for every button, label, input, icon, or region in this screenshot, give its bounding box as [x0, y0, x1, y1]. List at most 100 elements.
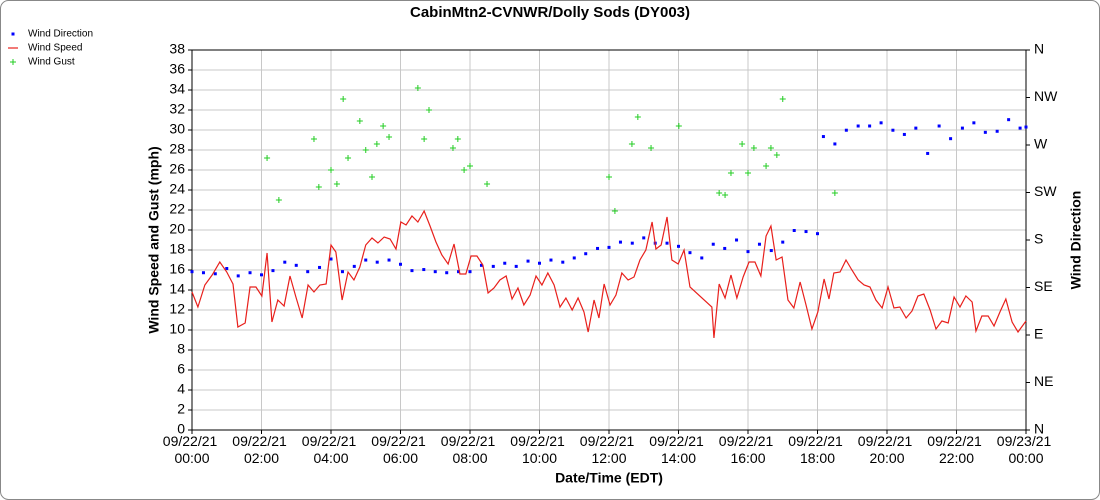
direction-point — [468, 270, 472, 274]
direction-point — [781, 240, 785, 244]
x-tick-label: 09/22/21 12:00 — [580, 433, 638, 466]
gust-point — [369, 174, 376, 180]
direction-point — [618, 240, 622, 244]
y-tick-label: 18 — [169, 241, 185, 257]
direction-point — [914, 126, 918, 130]
direction-point — [201, 271, 205, 275]
direction-point — [995, 129, 999, 133]
gust-point — [779, 96, 786, 102]
gust-point — [315, 184, 322, 190]
gust-point — [275, 197, 282, 203]
direction-point — [844, 128, 848, 132]
x-tick-label: 09/22/21 10:00 — [510, 433, 568, 466]
direction-point — [433, 270, 437, 274]
direction-point — [514, 264, 518, 268]
y-tick-label: 36 — [169, 61, 185, 77]
gust-point — [356, 118, 363, 124]
direction-point — [711, 242, 715, 246]
y-axis-label: Wind Speed and Gust (mph) — [146, 146, 162, 333]
plot-border — [191, 49, 1027, 431]
y-tick-label: 24 — [169, 181, 185, 197]
gust-point — [763, 163, 770, 169]
gust-point — [750, 145, 757, 151]
direction-point — [879, 121, 883, 125]
y-tick-label: 30 — [169, 121, 185, 137]
direction-point — [833, 142, 837, 146]
direction-point — [491, 264, 495, 268]
gust-point — [767, 145, 774, 151]
y2-tick-label: E — [1034, 326, 1043, 342]
direction-point — [340, 270, 344, 274]
gust-point — [467, 163, 473, 169]
x-tick-label: 09/22/21 20:00 — [858, 433, 916, 466]
direction-point — [983, 130, 987, 134]
direction-point — [630, 241, 634, 245]
direction-point — [399, 262, 402, 266]
direction-point — [422, 268, 426, 272]
direction-point — [665, 241, 669, 245]
y-tick-label: 38 — [169, 41, 185, 57]
legend-swatch — [11, 32, 15, 36]
y-tick-label: 26 — [169, 161, 185, 177]
gust-point — [421, 136, 428, 142]
gust-point — [454, 136, 461, 142]
gust-point — [722, 192, 729, 198]
gust-point — [345, 155, 352, 161]
y2-tick-label: NE — [1034, 373, 1053, 389]
y-tick-label: 32 — [169, 101, 185, 117]
direction-point — [584, 252, 588, 256]
direction-point — [248, 271, 252, 275]
speed-line — [191, 209, 1027, 339]
x-tick-label: 09/22/21 08:00 — [441, 433, 499, 466]
legend-label: Wind Gust — [28, 57, 75, 68]
x-tick-label: 09/22/21 14:00 — [649, 433, 707, 466]
direction-point — [479, 263, 483, 267]
direction-point — [856, 124, 860, 128]
direction-point — [792, 229, 796, 232]
direction-point — [700, 256, 704, 260]
x-tick-label: 09/22/21 02:00 — [232, 433, 290, 466]
y-tick-label: 22 — [169, 201, 185, 217]
direction-point — [642, 236, 646, 240]
direction-point — [190, 270, 194, 274]
x-tick-label: 09/22/21 22:00 — [927, 433, 985, 466]
y-tick-label: 10 — [169, 321, 185, 337]
direction-point — [1018, 126, 1022, 130]
direction-point — [804, 230, 808, 234]
direction-point — [387, 258, 391, 262]
direction-point — [1007, 118, 1011, 122]
gust-point — [380, 123, 387, 129]
gust-point — [484, 181, 491, 187]
y2-tick-label: W — [1034, 136, 1048, 152]
direction-point — [902, 132, 906, 136]
direction-point — [236, 274, 240, 278]
direction-point — [503, 261, 507, 265]
direction-point — [271, 269, 275, 273]
gust-point — [648, 145, 655, 151]
gust-point — [373, 141, 380, 147]
y-tick-label: 12 — [169, 301, 185, 317]
y-tick-label: 28 — [169, 141, 185, 157]
direction-point — [757, 242, 761, 246]
direction-point — [410, 269, 414, 273]
direction-point — [949, 137, 953, 141]
x-tick-label: 09/22/21 16:00 — [719, 433, 777, 466]
direction-point — [688, 251, 692, 255]
y-tick-label: 20 — [169, 221, 185, 237]
y2-axis-label: Wind Direction — [1068, 191, 1084, 290]
direction-point — [225, 267, 229, 270]
direction-point — [572, 256, 576, 260]
x-tick-label: 09/22/21 04:00 — [302, 433, 360, 466]
gust-point — [727, 170, 734, 176]
direction-point — [329, 257, 333, 261]
x-tick-label: 09/22/21 06:00 — [371, 433, 429, 466]
gust-point — [425, 107, 432, 113]
y2-tick-label: SE — [1034, 278, 1053, 294]
direction-point — [821, 135, 825, 139]
direction-point — [723, 246, 727, 250]
gust-point — [675, 123, 682, 129]
direction-point — [364, 258, 368, 262]
direction-point — [937, 124, 941, 128]
direction-point — [283, 260, 287, 264]
